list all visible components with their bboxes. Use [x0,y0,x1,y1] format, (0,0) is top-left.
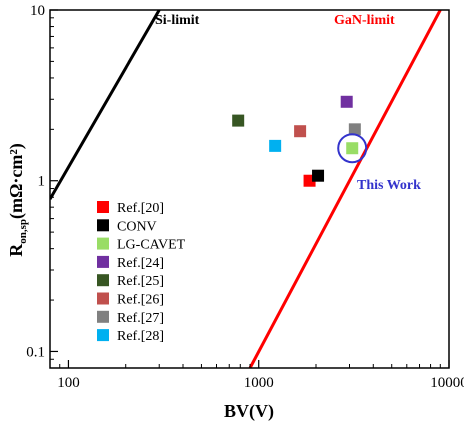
x-tick-label: 100 [57,375,80,391]
si-limit-line [50,10,161,200]
point-ref-25 [232,114,245,127]
y-tick-label: 0.1 [26,344,45,360]
legend-label: Ref.[24] [117,256,164,271]
legend-swatch [97,219,109,232]
x-tick-label: 1000 [244,375,274,391]
y-tick-label: 1 [38,174,46,190]
x-axis-label: BV(V) [224,401,274,422]
legend-swatch [97,329,109,342]
x-tick-label: 10000 [430,375,464,391]
y-axis-label-unit: (mΩ·cm²) [6,143,27,219]
legend-label: Ref.[25] [117,274,164,289]
legend-swatch [97,201,109,213]
point-ref-27 [348,123,361,136]
legend-swatch [97,274,109,287]
y-axis-label: Ron,sp(mΩ·cm²) [6,143,29,257]
y-axis-label-main: R [6,243,26,257]
point-ref-28 [269,139,282,152]
legend-label: Ref.[28] [117,329,164,344]
point-ref-26 [294,125,307,138]
this-work-label: This Work [357,178,421,193]
si-limit-label: Si-limit [155,13,200,28]
point-conv [312,169,325,182]
gan-limit-label: GaN-limit [334,13,395,28]
legend: Ref.[20] CONV LG-CAVET Ref.[24] Ref.[25] Ref.… [97,201,186,344]
legend-label: Ref.[26] [117,293,164,308]
y-tick-label: 10 [30,3,45,19]
this-work-circle [337,133,368,164]
legend-label: CONV [117,219,157,234]
point-lg-cavet [346,142,359,155]
legend-swatch [97,255,109,268]
gan-limit-line [248,10,442,368]
legend-label: Ref.[20] [117,201,164,216]
legend-swatch [97,310,109,323]
legend-label: Ref.[27] [117,311,164,326]
y-axis-label-subscript: on,sp [17,219,29,244]
legend-swatch [97,292,109,305]
point-ref-24 [340,95,353,108]
legend-label: LG-CAVET [117,238,186,253]
legend-swatch [97,237,109,250]
